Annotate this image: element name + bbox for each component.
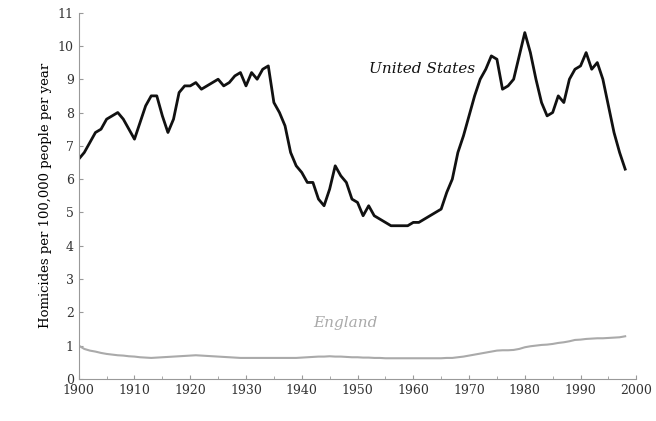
- Text: England: England: [313, 316, 377, 330]
- Y-axis label: Homicides per 100,000 people per year: Homicides per 100,000 people per year: [39, 63, 52, 328]
- Text: United States: United States: [369, 61, 475, 75]
